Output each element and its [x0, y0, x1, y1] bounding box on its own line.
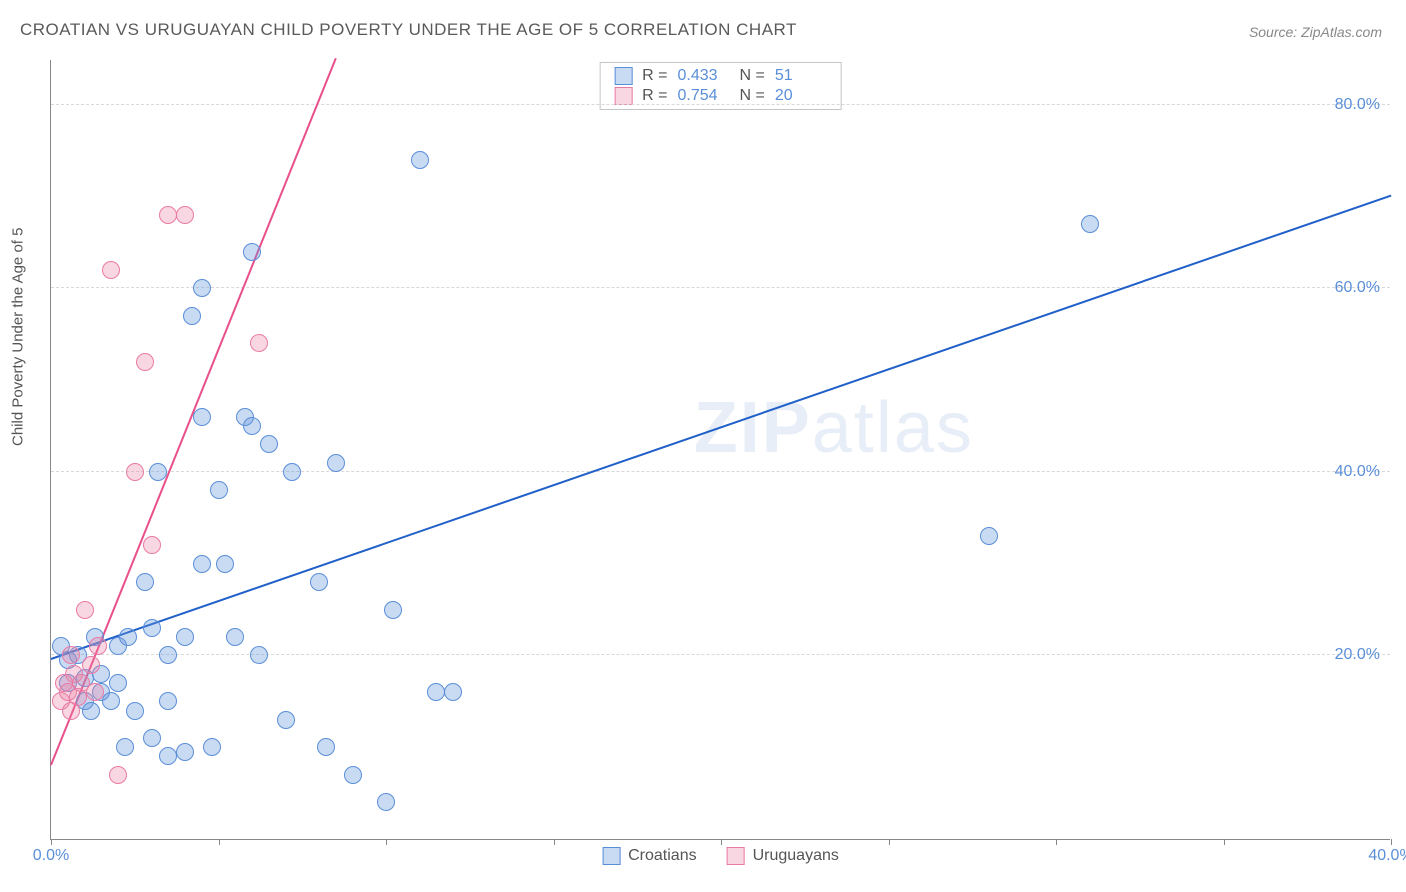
gridline	[51, 287, 1390, 288]
gridline	[51, 104, 1390, 105]
r-label: R =	[642, 87, 667, 105]
y-tick-label: 40.0%	[1335, 463, 1380, 481]
data-point	[243, 243, 261, 261]
data-point	[119, 628, 137, 646]
data-point	[82, 702, 100, 720]
data-point	[210, 481, 228, 499]
data-point	[250, 334, 268, 352]
data-point	[159, 692, 177, 710]
legend-row: R = 0.754 N = 20	[614, 87, 827, 105]
data-point	[109, 766, 127, 784]
source-attribution: Source: ZipAtlas.com	[1249, 24, 1382, 40]
legend-item: Uruguayans	[727, 847, 839, 865]
x-tick	[721, 839, 722, 845]
n-value: 51	[775, 67, 827, 85]
y-tick-label: 80.0%	[1335, 96, 1380, 114]
data-point	[126, 702, 144, 720]
data-point	[76, 601, 94, 619]
legend-swatch	[614, 87, 632, 105]
data-point	[283, 463, 301, 481]
x-tick-label: 40.0%	[1368, 847, 1406, 865]
data-point	[250, 646, 268, 664]
data-point	[193, 279, 211, 297]
x-tick	[1056, 839, 1057, 845]
data-point	[109, 674, 127, 692]
data-point	[136, 573, 154, 591]
data-point	[317, 738, 335, 756]
legend-label: Croatians	[628, 847, 696, 865]
data-point	[444, 683, 462, 701]
r-value: 0.754	[678, 87, 730, 105]
x-tick	[386, 839, 387, 845]
y-axis-label: Child Poverty Under the Age of 5	[10, 228, 27, 446]
correlation-legend: R = 0.433 N = 51 R = 0.754 N = 20	[599, 62, 842, 110]
legend-row: R = 0.433 N = 51	[614, 67, 827, 85]
legend-swatch	[727, 847, 745, 865]
data-point	[377, 793, 395, 811]
x-tick	[219, 839, 220, 845]
data-point	[143, 536, 161, 554]
watermark: ZIPatlas	[694, 387, 974, 469]
data-point	[176, 628, 194, 646]
data-point	[176, 743, 194, 761]
data-point	[102, 261, 120, 279]
x-tick	[1224, 839, 1225, 845]
n-label: N =	[740, 87, 765, 105]
data-point	[183, 307, 201, 325]
x-tick	[51, 839, 52, 845]
data-point	[176, 206, 194, 224]
r-label: R =	[642, 67, 667, 85]
data-point	[136, 353, 154, 371]
plot-area: ZIPatlas R =0.433N =51R =0.754N =20 Croa…	[50, 60, 1390, 840]
x-tick-label: 0.0%	[33, 847, 69, 865]
data-point	[82, 656, 100, 674]
data-point	[193, 555, 211, 573]
data-point	[149, 463, 167, 481]
x-tick	[889, 839, 890, 845]
data-point	[159, 646, 177, 664]
y-tick-label: 20.0%	[1335, 646, 1380, 664]
r-value: 0.433	[678, 67, 730, 85]
data-point	[277, 711, 295, 729]
y-tick-label: 60.0%	[1335, 279, 1380, 297]
legend-swatch	[602, 847, 620, 865]
data-point	[260, 435, 278, 453]
legend-item: Croatians	[602, 847, 696, 865]
data-point	[193, 408, 211, 426]
legend-swatch	[614, 67, 632, 85]
data-point	[159, 206, 177, 224]
data-point	[89, 637, 107, 655]
gridline	[51, 471, 1390, 472]
data-point	[62, 646, 80, 664]
data-point	[310, 573, 328, 591]
watermark-light: atlas	[812, 388, 974, 468]
data-point	[980, 527, 998, 545]
chart-title: CROATIAN VS URUGUAYAN CHILD POVERTY UNDE…	[20, 20, 797, 40]
data-point	[159, 747, 177, 765]
data-point	[203, 738, 221, 756]
n-value: 20	[775, 87, 827, 105]
series-legend: Croatians Uruguayans	[602, 847, 839, 865]
data-point	[116, 738, 134, 756]
data-point	[384, 601, 402, 619]
data-point	[427, 683, 445, 701]
n-label: N =	[740, 67, 765, 85]
data-point	[1081, 215, 1099, 233]
data-point	[143, 729, 161, 747]
data-point	[216, 555, 234, 573]
data-point	[102, 692, 120, 710]
chart-container: CROATIAN VS URUGUAYAN CHILD POVERTY UNDE…	[0, 0, 1406, 892]
data-point	[143, 619, 161, 637]
data-point	[226, 628, 244, 646]
data-point	[327, 454, 345, 472]
data-point	[344, 766, 362, 784]
data-point	[86, 683, 104, 701]
data-point	[126, 463, 144, 481]
legend-label: Uruguayans	[753, 847, 839, 865]
data-point	[243, 417, 261, 435]
x-tick	[554, 839, 555, 845]
x-tick	[1391, 839, 1392, 845]
data-point	[411, 151, 429, 169]
